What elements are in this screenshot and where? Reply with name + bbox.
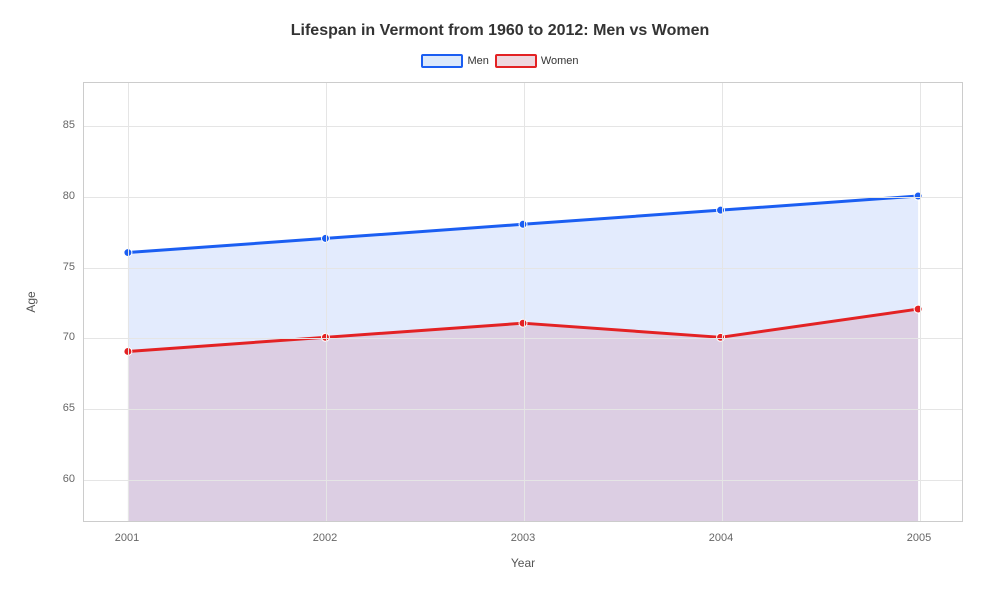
- y-tick-label: 70: [53, 331, 75, 343]
- grid-line-v: [722, 83, 723, 521]
- data-point-women[interactable]: [717, 333, 725, 341]
- grid-line-h: [84, 409, 962, 410]
- legend-label-women: Women: [541, 55, 579, 67]
- legend-swatch-women: [495, 54, 537, 68]
- x-tick-label: 2001: [115, 532, 139, 544]
- x-tick-label: 2002: [313, 532, 337, 544]
- x-tick-label: 2005: [907, 532, 931, 544]
- x-tick-label: 2004: [709, 532, 733, 544]
- grid-line-h: [84, 338, 962, 339]
- grid-line-v: [920, 83, 921, 521]
- legend-item-women[interactable]: Women: [495, 54, 579, 68]
- grid-line-h: [84, 268, 962, 269]
- y-tick-label: 80: [53, 190, 75, 202]
- plot-svg: [84, 83, 962, 521]
- x-axis-label: Year: [511, 556, 535, 570]
- grid-line-v: [128, 83, 129, 521]
- y-axis-label: Age: [24, 291, 38, 312]
- grid-line-v: [524, 83, 525, 521]
- grid-line-h: [84, 126, 962, 127]
- grid-line-v: [326, 83, 327, 521]
- y-tick-label: 75: [53, 261, 75, 273]
- chart-title: Lifespan in Vermont from 1960 to 2012: M…: [0, 22, 1000, 40]
- legend-item-men[interactable]: Men: [421, 54, 488, 68]
- legend: Men Women: [0, 54, 1000, 68]
- y-tick-label: 85: [53, 119, 75, 131]
- chart-container: Lifespan in Vermont from 1960 to 2012: M…: [0, 0, 1000, 600]
- grid-line-h: [84, 480, 962, 481]
- legend-swatch-men: [421, 54, 463, 68]
- data-point-men[interactable]: [519, 220, 527, 228]
- y-tick-label: 65: [53, 402, 75, 414]
- legend-label-men: Men: [467, 55, 488, 67]
- data-point-women[interactable]: [519, 319, 527, 327]
- x-tick-label: 2003: [511, 532, 535, 544]
- y-tick-label: 60: [53, 473, 75, 485]
- data-point-men[interactable]: [717, 206, 725, 214]
- plot-area: [83, 82, 963, 522]
- grid-line-h: [84, 197, 962, 198]
